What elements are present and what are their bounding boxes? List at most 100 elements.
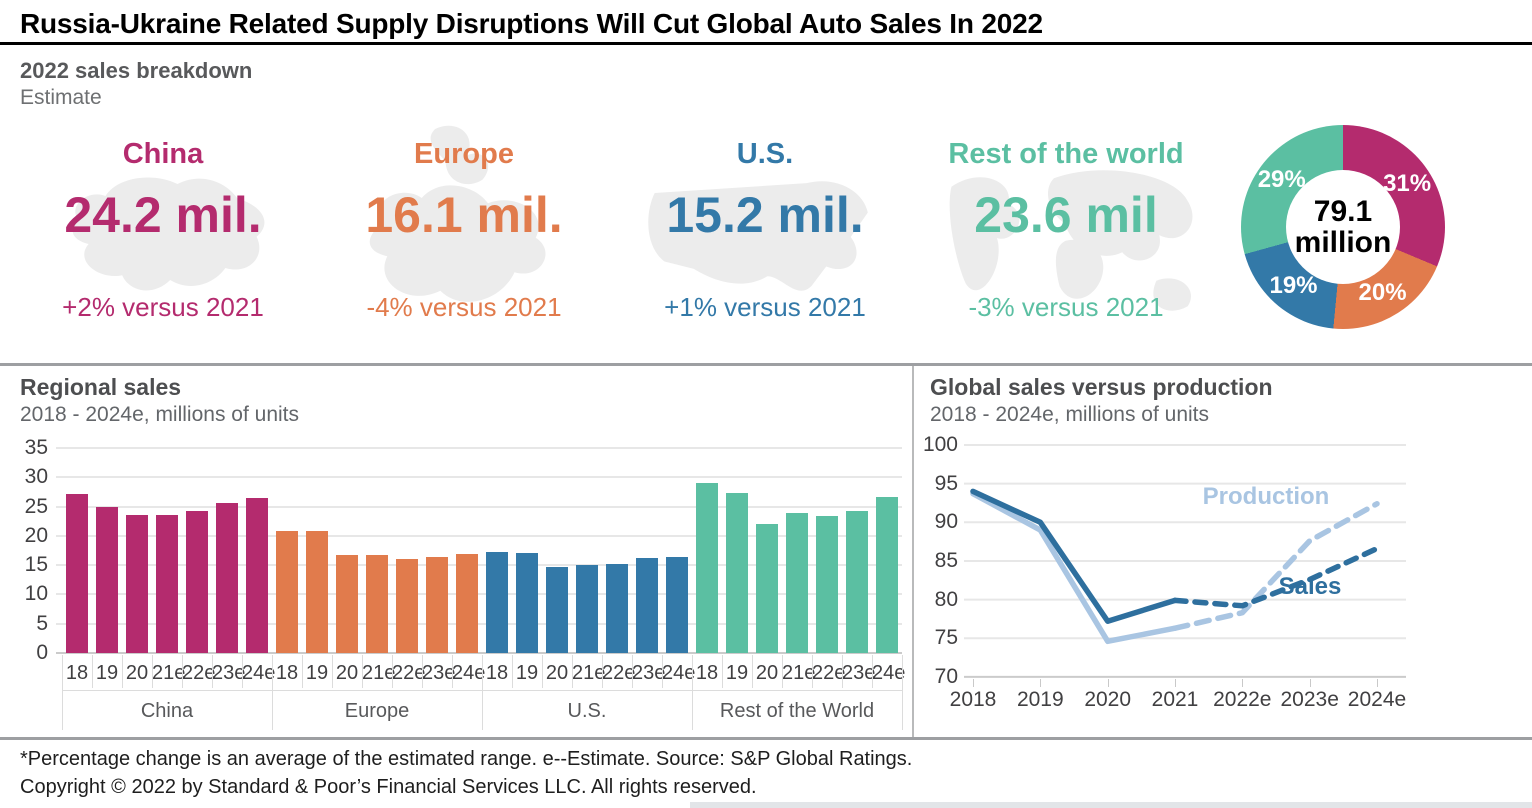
axis-separator <box>152 655 153 688</box>
card-region-label: Rest of the world <box>948 138 1184 170</box>
card-change: -4% versus 2021 <box>366 292 562 322</box>
regional-sales-chart-section: Regional sales 2018 - 2024e, millions of… <box>0 366 912 737</box>
regional-sales-title: Regional sales <box>20 374 182 400</box>
sales-vs-production-line-chart: 70 75 80 85 90 95 100 2018 2019 2020 2021 2022e 2023… <box>914 366 1532 737</box>
line-x-tick-label: 2018 <box>949 688 997 711</box>
bar-europe-19 <box>306 530 328 653</box>
bar-china-23e <box>216 503 238 653</box>
bar-china-18 <box>66 493 88 653</box>
bar-china-24e <box>246 497 268 653</box>
axis-separator <box>572 655 573 688</box>
axis-separator <box>272 655 273 730</box>
bar-gridline <box>56 622 902 625</box>
bar-y-tick-label: 20 <box>24 523 48 547</box>
bar-year-label: 22e <box>392 662 426 684</box>
sales-vs-production-subtitle: 2018 - 2024e, millions of units <box>930 403 1209 426</box>
line-x-tick <box>1309 678 1311 687</box>
bar-rest-of-the-world-19 <box>726 492 748 653</box>
bar-year-label: 18 <box>65 662 89 684</box>
bar-year-label: 20 <box>545 662 569 684</box>
bottom-strip <box>690 802 1532 808</box>
section-divider-bottom <box>0 737 1532 740</box>
line-y-tick-label: 75 <box>934 626 958 650</box>
bar-year-label: 19 <box>305 662 329 684</box>
line-y-tick-label: 90 <box>934 510 958 534</box>
bar-china-19 <box>96 507 118 653</box>
bar-europe-18 <box>276 531 298 653</box>
bar-year-label: 18 <box>695 662 719 684</box>
axis-line <box>62 690 902 691</box>
card-region-label: China <box>122 138 204 170</box>
bar-y-tick-label: 5 <box>36 611 48 635</box>
bar-china-21e <box>156 514 178 653</box>
page-title: Russia-Ukraine Related Supply Disruption… <box>20 8 1043 39</box>
line-chart-svg <box>964 444 1406 678</box>
card-region-label: U.S. <box>736 138 794 170</box>
card-region-label: Europe <box>414 138 514 170</box>
axis-separator <box>752 655 753 688</box>
bar-gridline <box>56 505 902 508</box>
bar-year-label: 19 <box>515 662 539 684</box>
line-x-tick <box>1175 678 1176 687</box>
sales-line <box>970 488 1178 624</box>
axis-separator <box>422 655 423 688</box>
line-y-tick-label: 95 <box>934 471 958 495</box>
card-value: 23.6 mil <box>974 187 1158 243</box>
line-x-tick <box>1377 678 1378 687</box>
bar-year-label: 19 <box>95 662 119 684</box>
section-heading: 2022 sales breakdown <box>20 58 253 83</box>
bar-gridline <box>56 534 902 537</box>
stat-card-us: U.S. 15.2 mil. +1% versus 2021 <box>615 112 915 350</box>
bar-europe-22e <box>396 558 418 653</box>
bar-y-tick-label: 30 <box>24 465 48 489</box>
bar-y-tick-label: 0 <box>36 641 48 664</box>
bar-gridline <box>56 476 902 479</box>
footnote-line2: Copyright © 2022 by Standard & Poor’s Fi… <box>20 776 757 798</box>
donut-total-unit: million <box>1294 226 1392 259</box>
axis-separator <box>602 655 603 688</box>
sales-series-label: Sales <box>1278 573 1342 600</box>
bar-group-label: U.S. <box>567 700 607 722</box>
bar-year-label: 21e <box>362 662 396 684</box>
bar-gridline <box>56 652 902 654</box>
section-divider-top <box>0 363 1532 366</box>
line-x-tick <box>1242 678 1244 687</box>
bar-china-22e <box>186 511 208 653</box>
bar-year-label: 23e <box>212 662 246 684</box>
sales-vs-production-title: Global sales versus production <box>930 374 1273 400</box>
bar-rest-of-the-world-21e <box>786 513 808 653</box>
axis-separator <box>332 655 333 688</box>
bar-year-label: 24e <box>242 662 276 684</box>
bar-rest-of-the-world-23e <box>846 510 868 653</box>
axis-separator <box>722 655 723 688</box>
axis-separator <box>692 655 693 730</box>
bar-china-20 <box>126 515 148 653</box>
bar-year-label: 22e <box>602 662 636 684</box>
line-y-tick-label: 100 <box>922 433 958 456</box>
bar-year-label: 24e <box>452 662 486 684</box>
bar-year-label: 18 <box>275 662 299 684</box>
line-y-tick-label: 70 <box>934 664 958 688</box>
bar-group-label: Rest of the World <box>719 700 875 722</box>
production-line <box>970 490 1178 645</box>
axis-separator <box>542 655 543 688</box>
bar-year-label: 18 <box>485 662 509 684</box>
bar-u-s--23e <box>636 558 658 653</box>
donut-slice-label: 20% <box>1358 279 1407 307</box>
line-x-tick-label: 2022e <box>1213 688 1272 711</box>
sales-vs-production-chart-section: Global sales versus production 2018 - 20… <box>912 366 1532 737</box>
bar-u-s--21e <box>576 565 598 653</box>
axis-separator <box>392 655 393 688</box>
donut-slice-label: 31% <box>1383 170 1432 198</box>
regional-sales-bar-chart: 0 5 10 15 20 25 30 35 18 19 20 21e 22e 23e 24e China 18 1… <box>0 366 912 737</box>
bar-u-s--19 <box>516 552 538 653</box>
axis-separator <box>362 655 363 688</box>
line-x-tick-label: 2020 <box>1084 688 1132 711</box>
axis-separator <box>242 655 243 688</box>
bar-year-label: 21e <box>152 662 186 684</box>
regional-sales-subtitle: 2018 - 2024e, millions of units <box>20 403 299 426</box>
line-x-tick-label: 2019 <box>1016 688 1064 711</box>
axis-separator <box>512 655 513 688</box>
sales-share-donut-chart: 79.1 million 31% 20% 19% 29% <box>1241 125 1445 329</box>
axis-separator <box>92 655 93 688</box>
